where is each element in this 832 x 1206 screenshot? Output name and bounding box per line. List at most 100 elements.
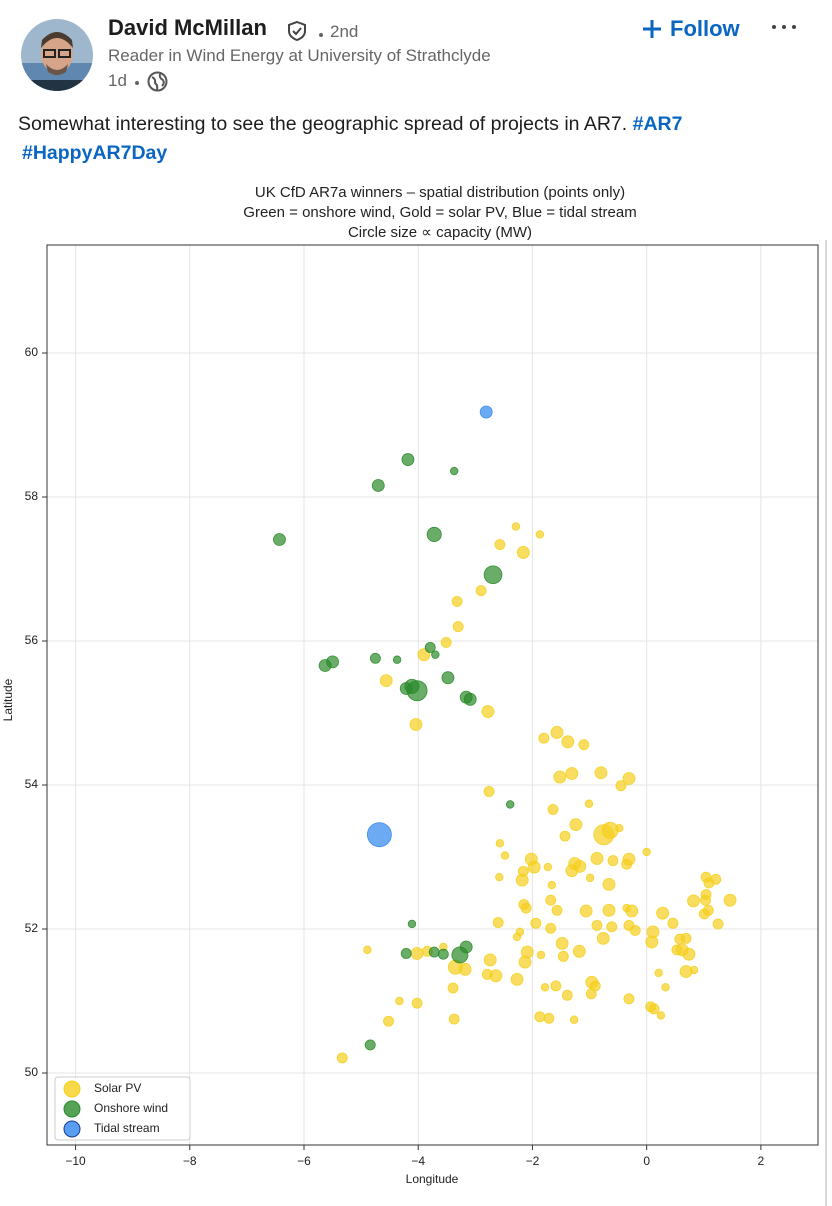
data-point xyxy=(407,919,417,929)
data-point xyxy=(447,982,459,994)
data-point xyxy=(450,466,459,476)
hashtag[interactable]: #AR7 xyxy=(632,113,683,135)
data-point xyxy=(515,927,525,937)
y-tick-label: 54 xyxy=(25,777,39,791)
data-point xyxy=(572,944,586,958)
data-point xyxy=(682,947,696,961)
data-point xyxy=(538,732,550,744)
data-point xyxy=(527,860,541,874)
data-point xyxy=(661,983,670,992)
data-point xyxy=(424,642,436,653)
hashtag[interactable]: #HappyAR7Day xyxy=(22,142,168,164)
y-axis-label: Latitude xyxy=(1,678,15,721)
more-menu[interactable] xyxy=(770,22,798,32)
post-body: Somewhat interesting to see the geograph… xyxy=(18,113,628,135)
data-point xyxy=(540,983,550,992)
post-time: 1d xyxy=(108,71,127,90)
data-point xyxy=(596,931,610,945)
data-point xyxy=(625,904,639,918)
data-point xyxy=(622,772,636,785)
chart-title: Circle size ∝ capacity (MW) xyxy=(348,224,532,241)
data-point xyxy=(712,918,724,930)
data-point xyxy=(656,906,670,920)
data-point xyxy=(481,705,495,718)
y-tick-label: 56 xyxy=(25,633,39,647)
data-point xyxy=(585,975,599,989)
data-point xyxy=(551,904,563,916)
x-axis-label: Longitude xyxy=(406,1172,459,1186)
data-point xyxy=(569,1015,579,1024)
follow-plus[interactable] xyxy=(641,18,663,40)
data-point xyxy=(723,893,737,907)
data-point xyxy=(557,950,569,962)
data-point xyxy=(648,1003,660,1015)
data-point xyxy=(561,735,575,749)
data-point xyxy=(326,655,339,669)
data-point xyxy=(585,988,597,1000)
data-point xyxy=(629,925,641,936)
data-point xyxy=(406,680,428,702)
data-point xyxy=(606,921,618,933)
data-point xyxy=(536,950,546,960)
data-point xyxy=(530,917,542,929)
data-point xyxy=(431,650,440,659)
data-point xyxy=(585,873,595,883)
y-tick-label: 60 xyxy=(25,345,39,359)
x-tick-label: 2 xyxy=(758,1154,765,1168)
legend-label: Tidal stream xyxy=(94,1121,160,1135)
data-point xyxy=(395,996,404,1006)
data-point xyxy=(481,968,493,980)
data-point xyxy=(273,533,286,546)
legend-label: Solar PV xyxy=(94,1081,141,1095)
data-point xyxy=(451,595,463,607)
legend-marker xyxy=(63,1100,81,1118)
data-point xyxy=(336,1052,348,1064)
data-point xyxy=(680,932,692,944)
x-tick-label: −4 xyxy=(411,1154,425,1168)
data-point xyxy=(602,903,616,917)
x-tick-label: −10 xyxy=(65,1154,86,1168)
avatar[interactable] xyxy=(20,18,94,92)
data-point xyxy=(520,902,532,914)
data-point xyxy=(689,965,699,975)
data-point xyxy=(409,718,423,731)
x-tick-label: −8 xyxy=(183,1154,197,1168)
y-tick-label: 52 xyxy=(25,921,39,935)
data-point xyxy=(495,872,504,882)
data-point xyxy=(383,1015,394,1027)
data-point xyxy=(615,823,624,833)
x-tick-label: −2 xyxy=(526,1154,540,1168)
follow-button[interactable]: Follow xyxy=(670,16,740,41)
y-tick-label: 58 xyxy=(25,489,39,503)
data-point xyxy=(505,800,515,809)
data-point xyxy=(366,822,392,848)
separator xyxy=(135,81,139,85)
chart-title: UK CfD AR7a winners – spatial distributi… xyxy=(255,184,625,201)
plot-frame xyxy=(46,244,819,1146)
data-point xyxy=(535,530,545,539)
data-point xyxy=(518,955,532,969)
data-point xyxy=(516,546,530,559)
data-point xyxy=(654,968,663,978)
data-point xyxy=(437,948,449,960)
data-point xyxy=(550,980,562,992)
data-point xyxy=(561,989,573,1001)
connection-degree: 2nd xyxy=(330,22,359,41)
data-point xyxy=(534,1011,546,1023)
data-point xyxy=(411,997,423,1009)
separator xyxy=(319,33,323,37)
data-point xyxy=(621,858,633,870)
data-point xyxy=(545,922,557,934)
data-point xyxy=(671,944,683,956)
data-point xyxy=(656,1011,666,1020)
data-point xyxy=(584,799,594,808)
author-name[interactable]: David McMillan xyxy=(108,15,267,40)
data-point xyxy=(392,655,402,664)
verified-icon xyxy=(288,20,306,42)
data-point xyxy=(448,1013,460,1025)
x-tick-label: −6 xyxy=(297,1154,311,1168)
data-point xyxy=(475,585,487,597)
data-point xyxy=(401,453,415,466)
data-point xyxy=(441,671,455,685)
